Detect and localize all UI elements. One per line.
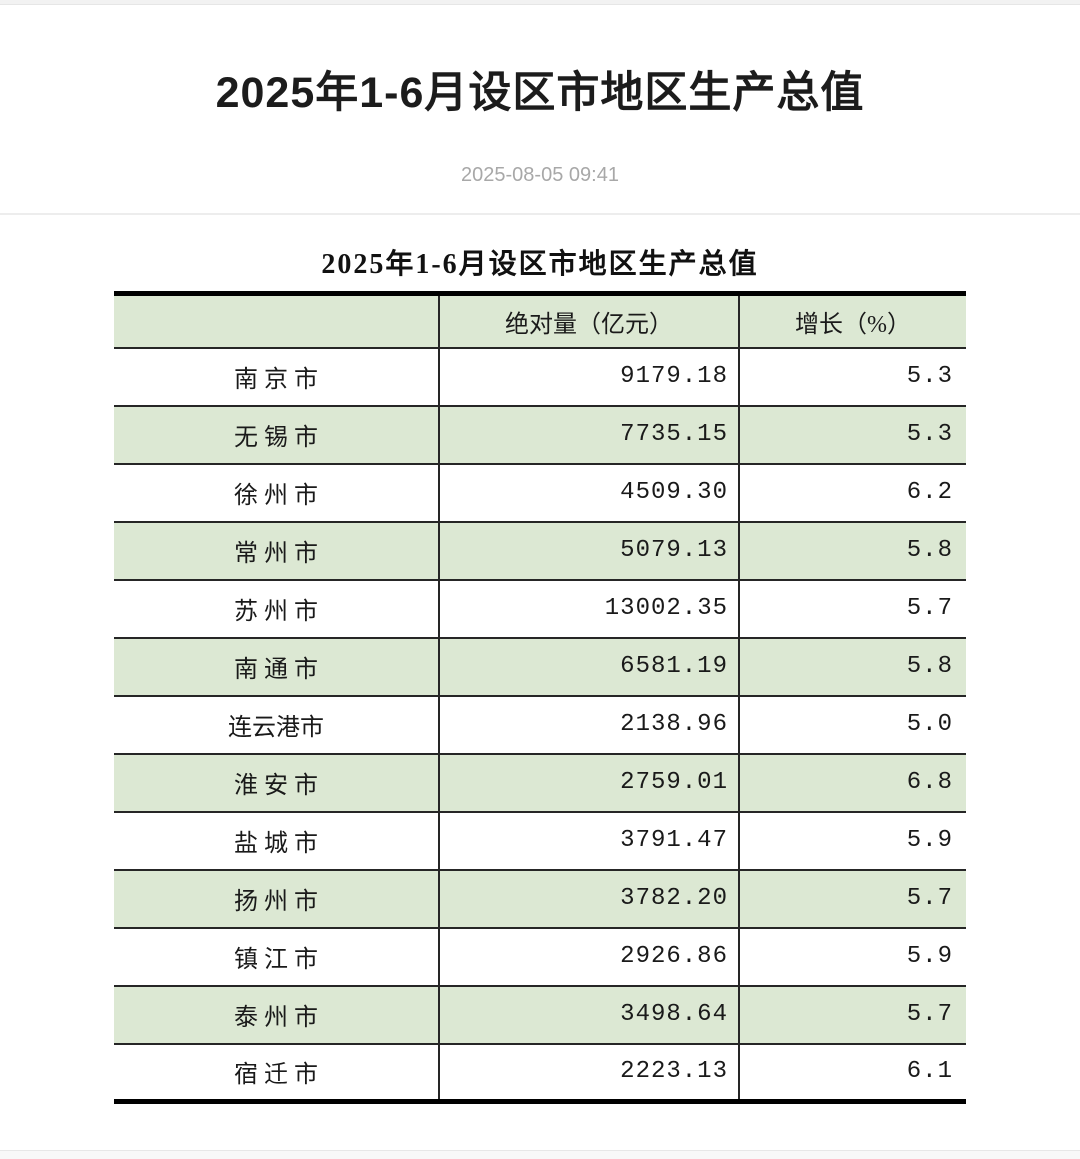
absolute-value-cell: 13002.35 — [439, 579, 740, 639]
growth-cell: 5.7 — [739, 985, 966, 1045]
absolute-value-cell: 2223.13 — [439, 1043, 740, 1103]
growth-cell: 6.8 — [739, 753, 966, 813]
growth-cell: 5.8 — [739, 521, 966, 581]
city-name-cell: 镇 江 市 — [114, 927, 440, 987]
city-name-cell: 无 锡 市 — [114, 405, 440, 465]
absolute-value-cell: 7735.15 — [439, 405, 740, 465]
gdp-table: 绝对量（亿元） 增长（%） 南 京 市 9179.18 5.3 无 锡 市 77… — [114, 291, 966, 1104]
growth-cell: 5.0 — [739, 695, 966, 755]
page-bottom-edge — [0, 1150, 1080, 1159]
table-header-row: 绝对量（亿元） 增长（%） — [114, 293, 966, 349]
absolute-value-cell: 3782.20 — [439, 869, 740, 929]
table-row: 苏 州 市 13002.35 5.7 — [114, 579, 966, 639]
column-header-absolute: 绝对量（亿元） — [439, 293, 740, 349]
city-name-cell: 南 通 市 — [114, 637, 440, 697]
growth-cell: 6.1 — [739, 1043, 966, 1103]
city-name-cell: 连云港市 — [114, 695, 440, 755]
absolute-value-cell: 2759.01 — [439, 753, 740, 813]
city-name-cell: 苏 州 市 — [114, 579, 440, 639]
city-name-cell: 宿 迁 市 — [114, 1043, 440, 1103]
table-row: 无 锡 市 7735.15 5.3 — [114, 405, 966, 465]
absolute-value-cell: 6581.19 — [439, 637, 740, 697]
table-row: 镇 江 市 2926.86 5.9 — [114, 927, 966, 987]
table-row: 宿 迁 市 2223.13 6.1 — [114, 1043, 966, 1103]
growth-cell: 5.3 — [739, 347, 966, 407]
absolute-value-cell: 4509.30 — [439, 463, 740, 523]
city-name-cell: 盐 城 市 — [114, 811, 440, 871]
table-row: 南 京 市 9179.18 5.3 — [114, 347, 966, 407]
table-row: 盐 城 市 3791.47 5.9 — [114, 811, 966, 871]
absolute-value-cell: 3791.47 — [439, 811, 740, 871]
city-name-cell: 扬 州 市 — [114, 869, 440, 929]
table-title: 2025年1-6月设区市地区生产总值 — [321, 249, 759, 280]
page-top-edge — [0, 0, 1080, 5]
growth-cell: 6.2 — [739, 463, 966, 523]
city-name-cell: 南 京 市 — [114, 347, 440, 407]
table-row: 南 通 市 6581.19 5.8 — [114, 637, 966, 697]
city-name-cell: 淮 安 市 — [114, 753, 440, 813]
table-row: 徐 州 市 4509.30 6.2 — [114, 463, 966, 523]
table-row: 泰 州 市 3498.64 5.7 — [114, 985, 966, 1045]
page-title: 2025年1-6月设区市地区生产总值 — [215, 69, 865, 117]
absolute-value-cell: 5079.13 — [439, 521, 740, 581]
growth-cell: 5.9 — [739, 927, 966, 987]
growth-cell: 5.8 — [739, 637, 966, 697]
city-name-cell: 徐 州 市 — [114, 463, 440, 523]
publish-timestamp: 2025-08-05 09:41 — [461, 164, 619, 186]
column-header-region — [114, 293, 440, 349]
table-row: 常 州 市 5079.13 5.8 — [114, 521, 966, 581]
table-row: 淮 安 市 2759.01 6.8 — [114, 753, 966, 813]
header-divider — [0, 213, 1080, 215]
absolute-value-cell: 2926.86 — [439, 927, 740, 987]
growth-cell: 5.9 — [739, 811, 966, 871]
absolute-value-cell: 3498.64 — [439, 985, 740, 1045]
article-header: 2025年1-6月设区市地区生产总值 2025-08-05 09:41 — [0, 67, 1080, 187]
city-name-cell: 常 州 市 — [114, 521, 440, 581]
article-body: 2025年1-6月设区市地区生产总值 绝对量（亿元） 增长（%） 南 京 市 9… — [0, 247, 1080, 1104]
growth-cell: 5.7 — [739, 579, 966, 639]
growth-cell: 5.7 — [739, 869, 966, 929]
absolute-value-cell: 2138.96 — [439, 695, 740, 755]
table-row: 连云港市 2138.96 5.0 — [114, 695, 966, 755]
column-header-growth: 增长（%） — [739, 293, 966, 349]
city-name-cell: 泰 州 市 — [114, 985, 440, 1045]
growth-cell: 5.3 — [739, 405, 966, 465]
table-row: 扬 州 市 3782.20 5.7 — [114, 869, 966, 929]
absolute-value-cell: 9179.18 — [439, 347, 740, 407]
